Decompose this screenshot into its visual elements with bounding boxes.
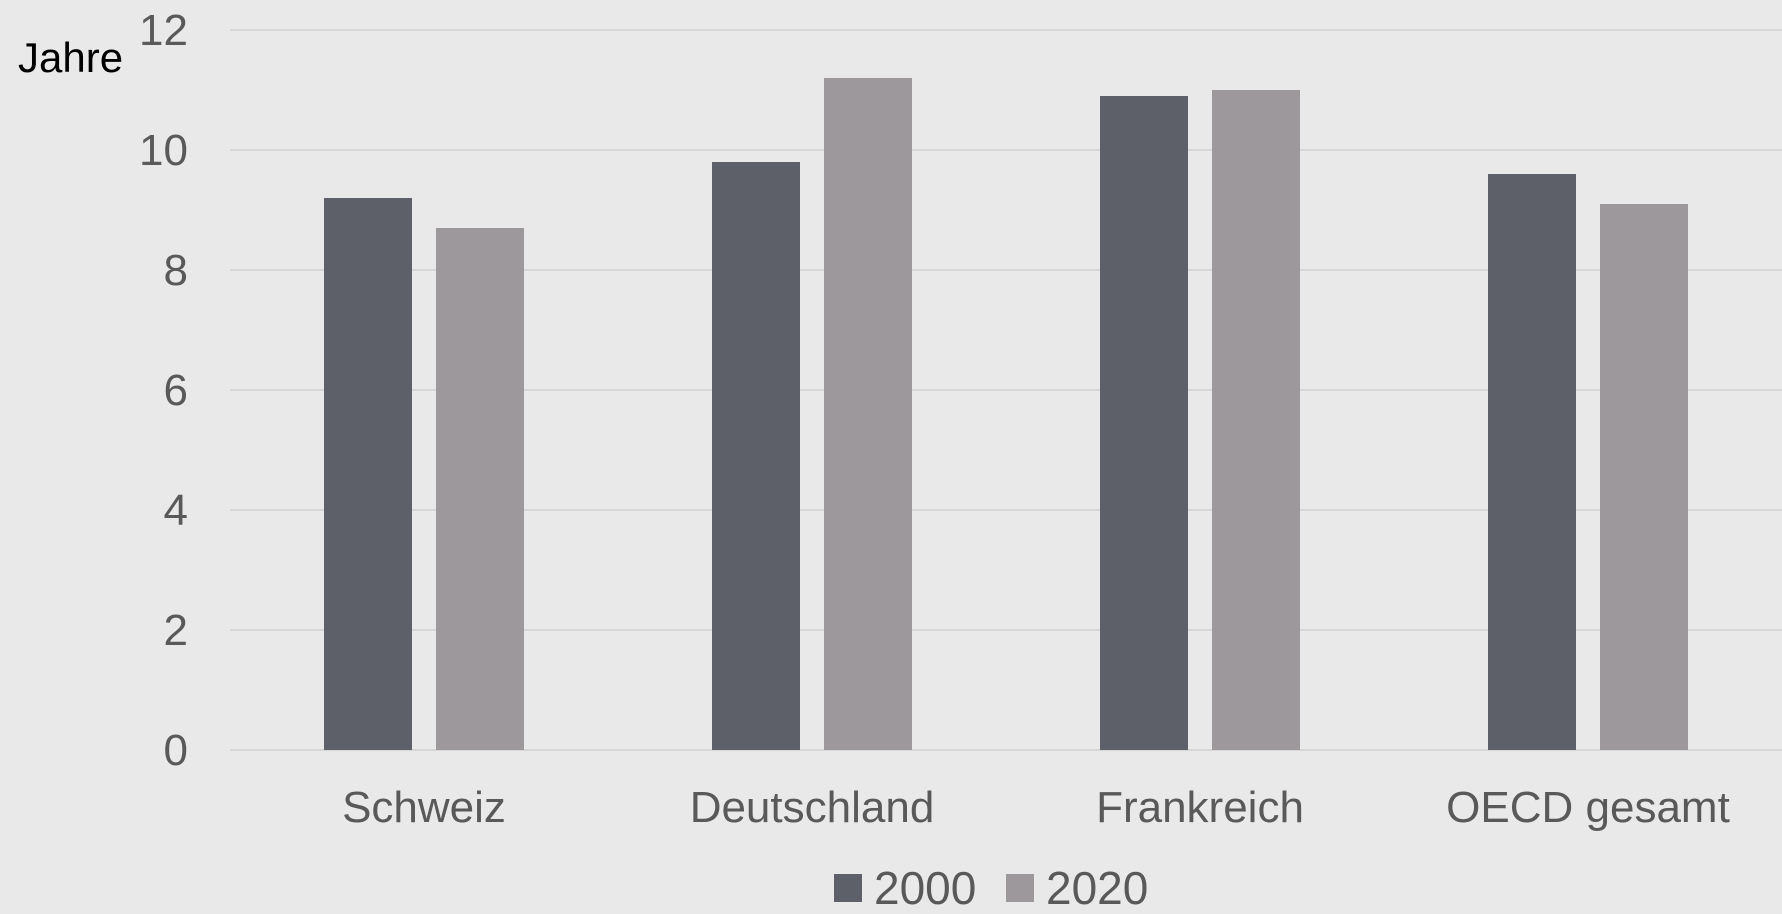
bar-2000-frankreich [1100, 96, 1188, 750]
x-axis-ticks: Schweiz Deutschland Frankreich OECD gesamt [342, 783, 1730, 832]
bar-2000-deutschland [712, 162, 800, 750]
legend-swatch [1006, 874, 1034, 902]
x-tick-label: Deutschland [690, 783, 935, 832]
y-tick-label: 4 [164, 486, 188, 535]
legend-label: 2020 [1046, 862, 1148, 914]
bar-2000-oecd-gesamt [1488, 174, 1576, 750]
y-tick-label: 0 [164, 726, 188, 775]
y-axis-label: Jahre [18, 34, 123, 81]
y-tick-label: 6 [164, 366, 188, 415]
bar-2020-frankreich [1212, 90, 1300, 750]
x-tick-label: Schweiz [342, 783, 506, 832]
bar-2020-schweiz [436, 228, 524, 750]
bars [324, 78, 1688, 750]
x-tick-label: OECD gesamt [1446, 783, 1730, 832]
y-tick-label: 10 [139, 126, 188, 175]
y-tick-label: 12 [139, 6, 188, 55]
y-tick-label: 2 [164, 606, 188, 655]
y-axis-ticks: 0 2 4 6 8 10 12 [139, 6, 188, 775]
x-tick-label: Frankreich [1096, 783, 1304, 832]
legend-swatch [834, 874, 862, 902]
bar-2000-schweiz [324, 198, 412, 750]
legend: 2000 2020 [834, 862, 1148, 914]
y-tick-label: 8 [164, 246, 188, 295]
bar-2020-deutschland [824, 78, 912, 750]
legend-label: 2000 [874, 862, 976, 914]
bar-2020-oecd-gesamt [1600, 204, 1688, 750]
